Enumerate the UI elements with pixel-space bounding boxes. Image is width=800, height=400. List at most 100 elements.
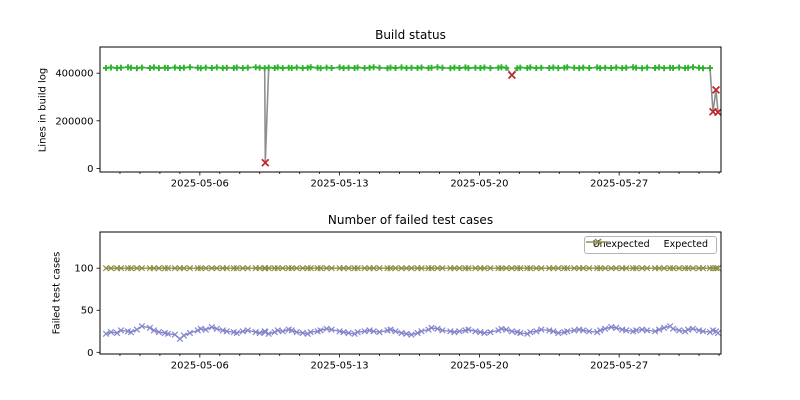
- x-marker-icon: [213, 325, 221, 333]
- x-marker-icon: [579, 327, 587, 334]
- plus-marker-icon: [707, 65, 713, 72]
- x-marker-icon: [643, 327, 651, 334]
- plus-marker-icon: [487, 65, 494, 72]
- x-marker-icon: [392, 328, 399, 335]
- x-marker-icon: [481, 264, 488, 272]
- plus-marker-icon: [644, 64, 651, 71]
- plus-marker-icon: [128, 64, 134, 71]
- x-marker-icon: [345, 329, 352, 337]
- plus-marker-icon: [439, 64, 446, 71]
- plus-marker-icon: [418, 64, 425, 71]
- plus-marker-icon: [244, 64, 251, 71]
- y-tick-label: 400000: [55, 69, 93, 80]
- x-marker-icon: [256, 329, 263, 337]
- x-marker-icon: [439, 327, 446, 334]
- x-marker-icon: [612, 264, 620, 272]
- x-marker-icon: [307, 328, 314, 336]
- x-marker-icon: [434, 325, 441, 333]
- x-marker-icon: [102, 330, 110, 338]
- x-marker-icon: [689, 325, 697, 333]
- x-marker-icon: [233, 329, 241, 337]
- x-tick-label: 2025-05-13: [311, 361, 369, 372]
- x-marker-icon: [299, 329, 306, 337]
- x-marker-icon: [596, 327, 604, 334]
- x-marker-icon: [593, 328, 601, 336]
- x-marker-icon: [239, 264, 247, 272]
- x-marker-icon: [472, 328, 479, 335]
- x-marker-icon: [585, 264, 593, 272]
- x-marker-icon: [304, 330, 311, 338]
- x-marker-icon: [186, 329, 194, 337]
- axes-frame: [99, 231, 722, 355]
- x-marker-icon: [699, 328, 707, 335]
- x-marker-icon: [361, 328, 368, 335]
- x-marker-icon: [498, 325, 505, 333]
- x-marker-icon: [712, 264, 720, 272]
- plus-marker-icon: [465, 65, 472, 72]
- x-marker-icon: [550, 264, 557, 272]
- x-marker-icon: [601, 325, 609, 333]
- x-marker-icon: [563, 264, 571, 272]
- x-marker-icon: [675, 264, 683, 272]
- x-marker-icon: [507, 71, 516, 80]
- x-marker-icon: [256, 264, 263, 272]
- x-marker-icon: [398, 329, 405, 337]
- x-marker-icon: [655, 264, 663, 272]
- x-marker-icon: [607, 323, 615, 331]
- x-marker-icon: [127, 264, 135, 272]
- x-marker-icon: [387, 326, 394, 333]
- x-marker-icon: [699, 264, 707, 272]
- legend-label-unexpected: Unexpected: [592, 239, 650, 250]
- plus-marker-icon: [345, 64, 352, 71]
- x-marker-icon: [376, 264, 383, 272]
- x-tick-label: 2025-05-06: [171, 361, 229, 372]
- x-marker-icon: [684, 264, 692, 272]
- x-marker-icon: [102, 264, 110, 272]
- x-marker-icon: [418, 264, 425, 272]
- x-marker-icon: [392, 264, 399, 272]
- plus-marker-icon: [661, 65, 668, 72]
- x-marker-icon: [403, 264, 410, 272]
- plus-marker-icon: [564, 64, 571, 71]
- x-marker-icon: [328, 264, 335, 272]
- x-marker-icon: [244, 264, 252, 272]
- unexpected-line: [105, 325, 719, 340]
- plus-marker-icon: [613, 64, 620, 71]
- x-marker-icon: [370, 328, 377, 335]
- x-marker-icon: [414, 329, 421, 337]
- x-marker-icon: [202, 326, 210, 333]
- plus-marker-icon: [602, 64, 609, 71]
- x-marker-icon: [107, 328, 115, 336]
- x-marker-icon: [288, 264, 295, 272]
- x-marker-icon: [681, 328, 689, 335]
- x-marker-icon: [527, 264, 534, 272]
- x-marker-icon: [607, 264, 615, 272]
- x-marker-icon: [150, 264, 158, 272]
- x-marker-icon: [495, 327, 502, 334]
- x-marker-icon: [261, 158, 270, 167]
- plus-marker-icon: [428, 64, 435, 71]
- x-marker-icon: [508, 264, 516, 272]
- x-marker-icon: [398, 264, 405, 272]
- x-marker-icon: [714, 264, 722, 272]
- x-marker-icon: [713, 108, 722, 117]
- x-marker-icon: [524, 330, 531, 338]
- plus-marker-icon: [317, 65, 324, 72]
- x-marker-icon: [288, 327, 295, 334]
- x-marker-icon: [117, 327, 125, 334]
- axes-frame: [99, 46, 722, 173]
- plus-marker-icon: [202, 64, 209, 71]
- series-group: [103, 64, 722, 167]
- x-marker-icon: [340, 328, 347, 336]
- plus-marker-icon: [527, 64, 534, 71]
- plus-marker-icon: [213, 64, 220, 71]
- axis-ticks: 2025-05-06 2025-05-13 2025-05-20 2025-05-27…: [74, 264, 720, 372]
- x-marker-icon: [503, 326, 510, 333]
- x-marker-icon: [146, 324, 154, 332]
- x-marker-icon: [533, 264, 540, 272]
- x-tick-label: 2025-05-06: [171, 179, 229, 190]
- plus-marker-icon: [164, 65, 171, 71]
- x-marker-icon: [180, 332, 188, 339]
- x-marker-icon: [517, 329, 524, 337]
- x-marker-icon: [262, 328, 269, 336]
